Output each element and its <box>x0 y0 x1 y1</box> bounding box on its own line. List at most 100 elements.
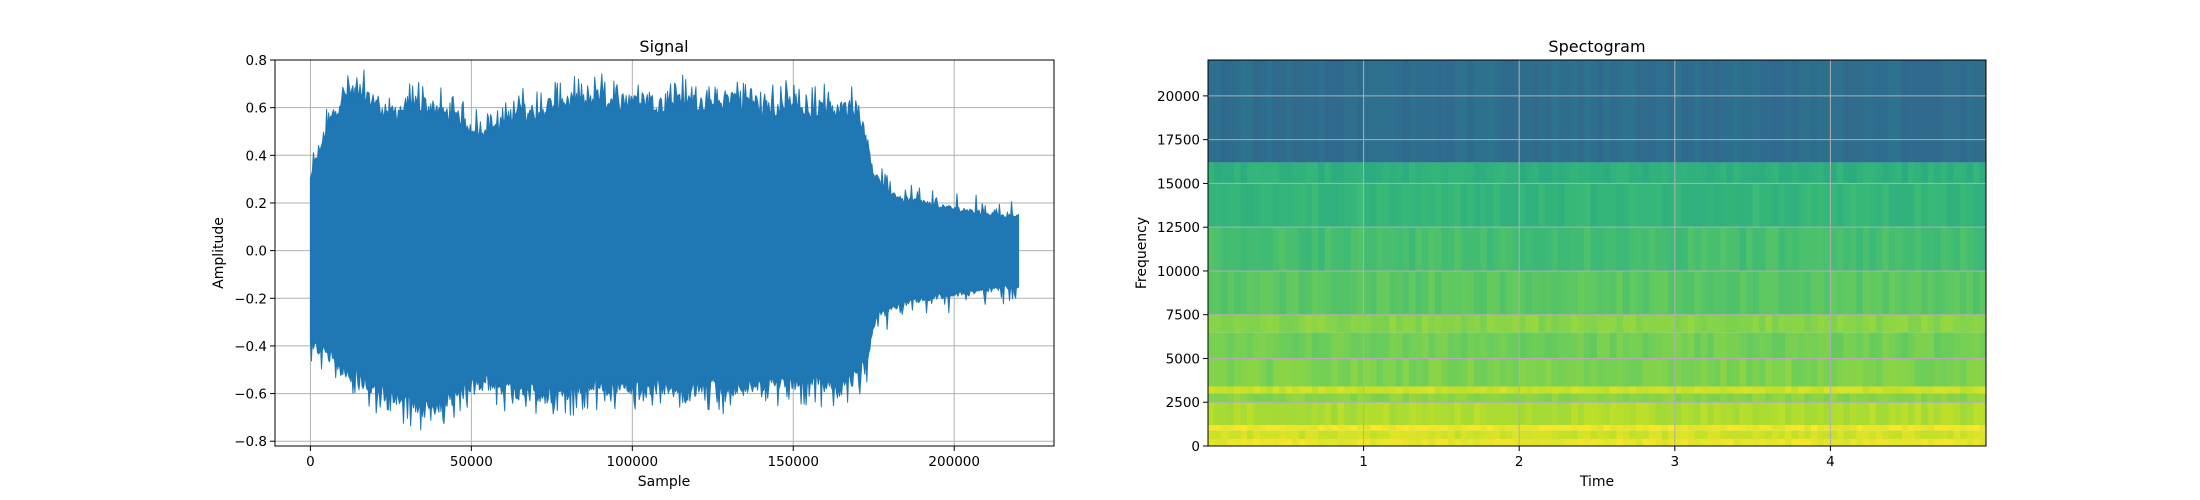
spectrogram-cell <box>1447 332 1455 359</box>
spectrogram-cell <box>1668 358 1676 387</box>
spectrogram-cell <box>1584 386 1592 394</box>
spectrogram-cell <box>1571 386 1579 394</box>
spectrogram-cell <box>1558 430 1566 439</box>
spectrogram-grid <box>1208 60 1986 446</box>
spectrogram-cell <box>1934 402 1942 425</box>
spectrogram-cell <box>1694 358 1702 387</box>
spectrogram-cell <box>1350 162 1358 184</box>
spectrogram-cell <box>1272 358 1280 387</box>
spectrogram-cell <box>1772 430 1780 439</box>
spectrogram-cell <box>1590 314 1598 333</box>
spectrogram-cell <box>1700 430 1708 439</box>
spectrogram-cell <box>1434 402 1442 425</box>
spectrogram-cell <box>1849 227 1857 271</box>
spectrogram-cell <box>1415 314 1423 333</box>
spectrogram-cell <box>1408 270 1417 315</box>
spectrogram-cell <box>1486 270 1494 315</box>
spectrogram-cell <box>1862 430 1870 439</box>
spectrogram-cell <box>1331 332 1339 359</box>
spectrogram-cell <box>1227 439 1235 446</box>
spectrogram-cell <box>1279 439 1287 446</box>
spectrogram-cell <box>1739 386 1747 394</box>
spectrogram-cell <box>1914 270 1922 315</box>
spectrogram-cell <box>1415 402 1423 425</box>
spectrogram-cell <box>1318 314 1326 333</box>
spectrogram-cell <box>1797 60 1806 163</box>
spectrogram-cell <box>1292 402 1300 425</box>
spectrogram-cell <box>1810 393 1819 403</box>
spectrogram-cell <box>1960 183 1968 228</box>
spectrogram-cell <box>1655 314 1663 333</box>
spectrogram-cell <box>1882 162 1890 184</box>
spectrogram-cell <box>1940 332 1948 359</box>
spectrogram-cell <box>1914 183 1922 228</box>
spectrogram-cell <box>1428 430 1436 439</box>
spectrogram-cell <box>1823 227 1831 271</box>
spectrogram-cell <box>1428 183 1436 228</box>
spectrogram-cell <box>1259 314 1267 333</box>
spectrogram-cell <box>1363 162 1371 184</box>
spectrogram-cell <box>1759 439 1767 446</box>
spectrogram-cell <box>1921 393 1929 403</box>
spectrogram-cell <box>1720 439 1728 446</box>
spectrogram-cell <box>1512 332 1520 359</box>
spectrogram-cell <box>1700 60 1708 163</box>
spectrogram-cell <box>1830 314 1838 333</box>
spectrogram-cell <box>1538 430 1546 439</box>
spectrogram-cell <box>1454 227 1462 271</box>
spectrogram-cell <box>1324 439 1332 446</box>
spectrogram-cell <box>1791 386 1799 394</box>
spectrogram-cell <box>1609 332 1618 359</box>
spectrogram-cell <box>1525 60 1533 163</box>
spectrogram-cell <box>1934 270 1942 315</box>
spectrogram-cell <box>1772 402 1780 425</box>
spectrogram-cell <box>1908 424 1916 431</box>
spectrogram-cell <box>1979 358 1986 387</box>
spectrogram-cell <box>1344 430 1352 439</box>
spectrogram-cell <box>1629 358 1637 387</box>
spectrogram-cell <box>1635 393 1643 403</box>
spectrogram-cell <box>1370 227 1378 271</box>
spectrogram-cell <box>1292 60 1300 163</box>
spectrogram-cell <box>1421 424 1430 431</box>
spectrogram-cell <box>1726 424 1734 431</box>
spectrogram-cell <box>1713 270 1721 315</box>
spectrogram-cell <box>1895 430 1903 439</box>
spectrogram-cell <box>1927 402 1935 425</box>
spectrogram-cell <box>1759 424 1767 431</box>
spectrogram-cell <box>1214 358 1222 387</box>
spectrogram-cell <box>1973 402 1981 425</box>
spectrogram-cell <box>1454 358 1462 387</box>
spectrogram-cell <box>1519 183 1527 228</box>
spectrogram-cell <box>1331 183 1339 228</box>
spectrogram-cell <box>1921 402 1929 425</box>
signal-xtick-label: 150000 <box>767 454 819 470</box>
spectrogram-cell <box>1804 60 1812 163</box>
spectrogram-cell <box>1908 162 1916 184</box>
signal-waveform <box>309 69 1020 431</box>
spectrogram-cell <box>1882 314 1890 333</box>
spectrogram-cell <box>1460 386 1468 394</box>
spectrogram-cell <box>1285 162 1293 184</box>
spectrogram-cell <box>1953 439 1961 446</box>
spectrogram-cell <box>1564 386 1572 394</box>
spectrogram-cell <box>1253 227 1261 271</box>
spectrogram-cell <box>1519 439 1527 446</box>
spectrogram-cell <box>1979 393 1986 403</box>
spectrogram-cell <box>1733 332 1741 359</box>
spectrogram-cell <box>1726 393 1734 403</box>
spectrogram-cell <box>1519 270 1527 315</box>
spectrogram-cell <box>1396 430 1404 439</box>
spectrogram-cell <box>1538 270 1546 315</box>
spectrogram-cell <box>1434 227 1442 271</box>
spectrogram-cell <box>1966 430 1974 439</box>
spectrogram-cell <box>1266 227 1274 271</box>
spectrogram-cell <box>1577 270 1585 315</box>
spectrogram-cell <box>1901 439 1909 446</box>
spectrogram-cell <box>1376 270 1384 315</box>
spectrogram-cell <box>1888 424 1896 431</box>
spectrogram-cell <box>1810 332 1819 359</box>
spectrogram-cell <box>1849 402 1857 425</box>
spectrogram-cell <box>1804 393 1812 403</box>
spectrogram-cell <box>1298 424 1306 431</box>
